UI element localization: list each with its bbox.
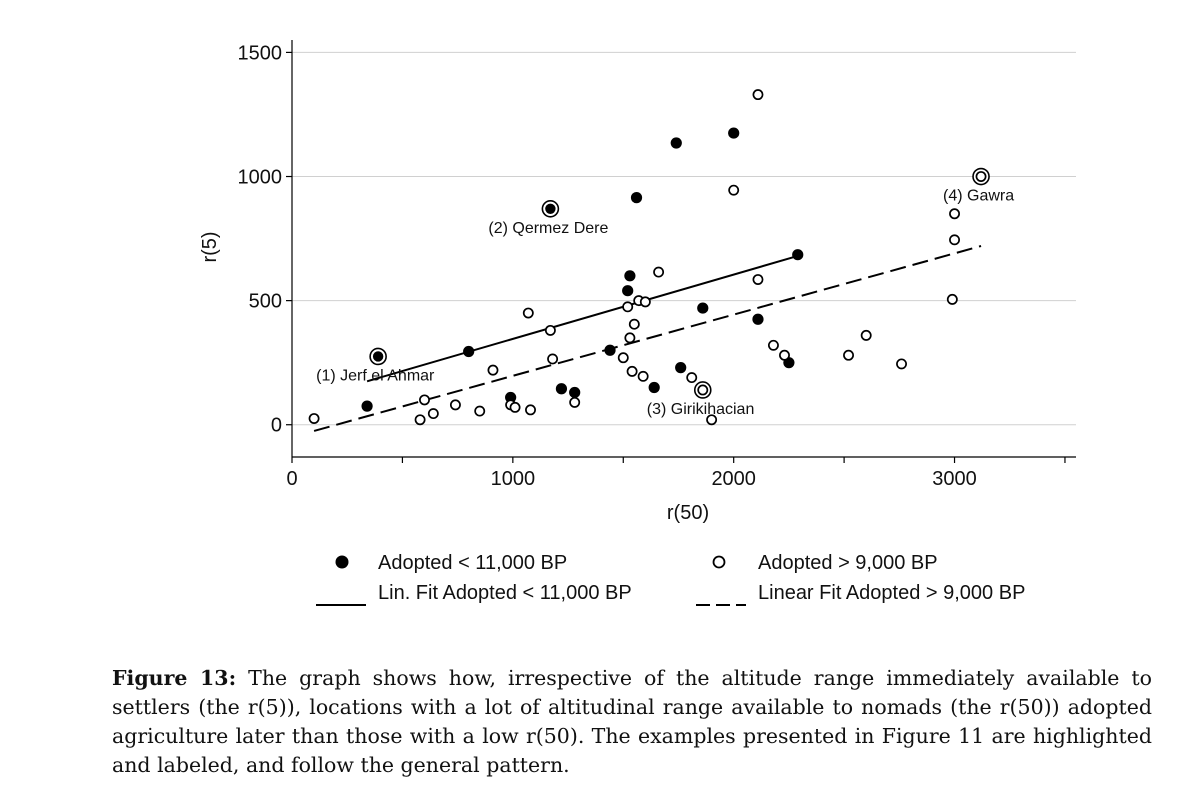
point-adopted-after bbox=[509, 401, 521, 413]
data-points bbox=[308, 89, 960, 426]
grid-lines bbox=[292, 51, 1076, 426]
point-adopted-after bbox=[779, 349, 790, 361]
point-adopted-after bbox=[639, 296, 651, 308]
point-adopted-after bbox=[547, 353, 559, 365]
y-tick-label: 1500 bbox=[238, 42, 283, 64]
point-adopted-after bbox=[949, 208, 960, 220]
legend-item-adopted-before bbox=[334, 550, 350, 573]
hollow-circle-icon bbox=[712, 555, 726, 569]
point-adopted-after bbox=[624, 332, 636, 344]
highlight-label: (2) Qermez Dere bbox=[488, 220, 608, 237]
highlight-point bbox=[372, 351, 384, 362]
point-adopted-before bbox=[697, 302, 709, 314]
axes: 0 500 1000 1500 0 1000 2000 3000 bbox=[238, 40, 1076, 490]
x-tick-label: 2000 bbox=[711, 468, 756, 490]
highlight-label: (4) Gawra bbox=[943, 188, 1014, 205]
legend-item-fit-before bbox=[316, 590, 366, 613]
point-adopted-before bbox=[463, 345, 475, 358]
point-adopted-after bbox=[414, 414, 426, 426]
point-adopted-before bbox=[622, 285, 634, 297]
fit-line-before bbox=[366, 254, 799, 383]
y-axis-label: r(5) bbox=[199, 231, 221, 262]
legend: Adopted < 11,000 BP Lin. Fit Adopted < 1… bbox=[0, 548, 1200, 618]
y-tick-label: 1000 bbox=[238, 167, 283, 189]
point-adopted-before bbox=[624, 270, 636, 282]
point-adopted-after bbox=[419, 394, 430, 406]
point-adopted-after bbox=[637, 370, 649, 382]
point-adopted-after bbox=[427, 408, 439, 420]
point-adopted-before bbox=[792, 249, 804, 261]
point-adopted-before bbox=[728, 127, 740, 139]
point-adopted-after bbox=[946, 293, 958, 305]
legend-label-fit-before: Lin. Fit Adopted < 11,000 BP bbox=[378, 582, 632, 604]
x-axis-label: r(50) bbox=[667, 502, 709, 524]
point-adopted-before bbox=[670, 137, 682, 149]
point-adopted-after bbox=[544, 324, 556, 336]
legend-item-adopted-after bbox=[711, 550, 727, 573]
point-adopted-after bbox=[686, 372, 698, 384]
legend-label-adopted-after: Adopted > 9,000 BP bbox=[758, 552, 938, 574]
caption-text: The graph shows how, irrespective of the… bbox=[112, 666, 1153, 777]
point-adopted-after bbox=[474, 405, 486, 417]
scatter-chart: 0 500 1000 1500 0 1000 2000 3000 (1) Jerf el Ah… bbox=[199, 40, 1076, 524]
point-adopted-after bbox=[449, 399, 461, 411]
point-adopted-after bbox=[843, 349, 854, 361]
point-adopted-after bbox=[860, 329, 872, 341]
point-adopted-after bbox=[706, 414, 718, 426]
x-tick-label: 3000 bbox=[932, 468, 977, 490]
point-adopted-after bbox=[522, 307, 534, 319]
point-adopted-after bbox=[752, 89, 764, 101]
x-tick-label: 1000 bbox=[491, 468, 536, 490]
point-adopted-before bbox=[648, 381, 660, 394]
point-adopted-before bbox=[752, 313, 764, 325]
highlighted-sites: (1) Jerf el Ahmar (2) Qermez Dere (3) Giri… bbox=[316, 167, 1014, 418]
filled-circle-icon bbox=[335, 555, 349, 569]
highlight-label: (3) Girikihacian bbox=[647, 401, 755, 418]
legend-label-fit-after: Linear Fit Adopted > 9,000 BP bbox=[758, 582, 1026, 604]
highlight-point bbox=[697, 384, 709, 396]
highlight-point bbox=[545, 203, 556, 214]
solid-line-icon bbox=[316, 604, 366, 606]
dashed-line-icon bbox=[696, 604, 746, 606]
point-adopted-after bbox=[487, 364, 499, 376]
point-adopted-before bbox=[569, 386, 581, 399]
y-tick-label: 500 bbox=[249, 291, 282, 313]
point-adopted-after bbox=[525, 404, 536, 416]
point-adopted-before bbox=[555, 383, 568, 395]
point-adopted-before bbox=[630, 192, 643, 204]
point-adopted-after bbox=[308, 413, 320, 424]
point-adopted-after bbox=[949, 234, 960, 246]
point-adopted-after bbox=[767, 339, 779, 351]
point-adopted-before bbox=[675, 362, 687, 374]
y-tick-label: 0 bbox=[271, 415, 282, 437]
highlight-point bbox=[975, 171, 987, 182]
point-adopted-before bbox=[361, 400, 373, 412]
legend-item-fit-after bbox=[696, 590, 746, 613]
caption-label: Figure 13: bbox=[112, 666, 237, 690]
point-adopted-after bbox=[752, 274, 764, 285]
point-adopted-after bbox=[896, 358, 907, 370]
point-adopted-after bbox=[653, 266, 665, 278]
highlight-label: (1) Jerf el Ahmar bbox=[316, 367, 435, 384]
point-adopted-after bbox=[628, 318, 640, 330]
point-adopted-after bbox=[622, 301, 634, 313]
point-adopted-after bbox=[728, 184, 740, 196]
point-adopted-before bbox=[604, 344, 616, 356]
legend-label-adopted-before: Adopted < 11,000 BP bbox=[378, 552, 568, 574]
point-adopted-after bbox=[617, 352, 629, 364]
point-adopted-after bbox=[626, 365, 638, 377]
point-adopted-after bbox=[569, 396, 581, 408]
figure-caption: Figure 13: The graph shows how, irrespec… bbox=[112, 664, 1152, 780]
x-tick-label: 0 bbox=[286, 468, 297, 490]
